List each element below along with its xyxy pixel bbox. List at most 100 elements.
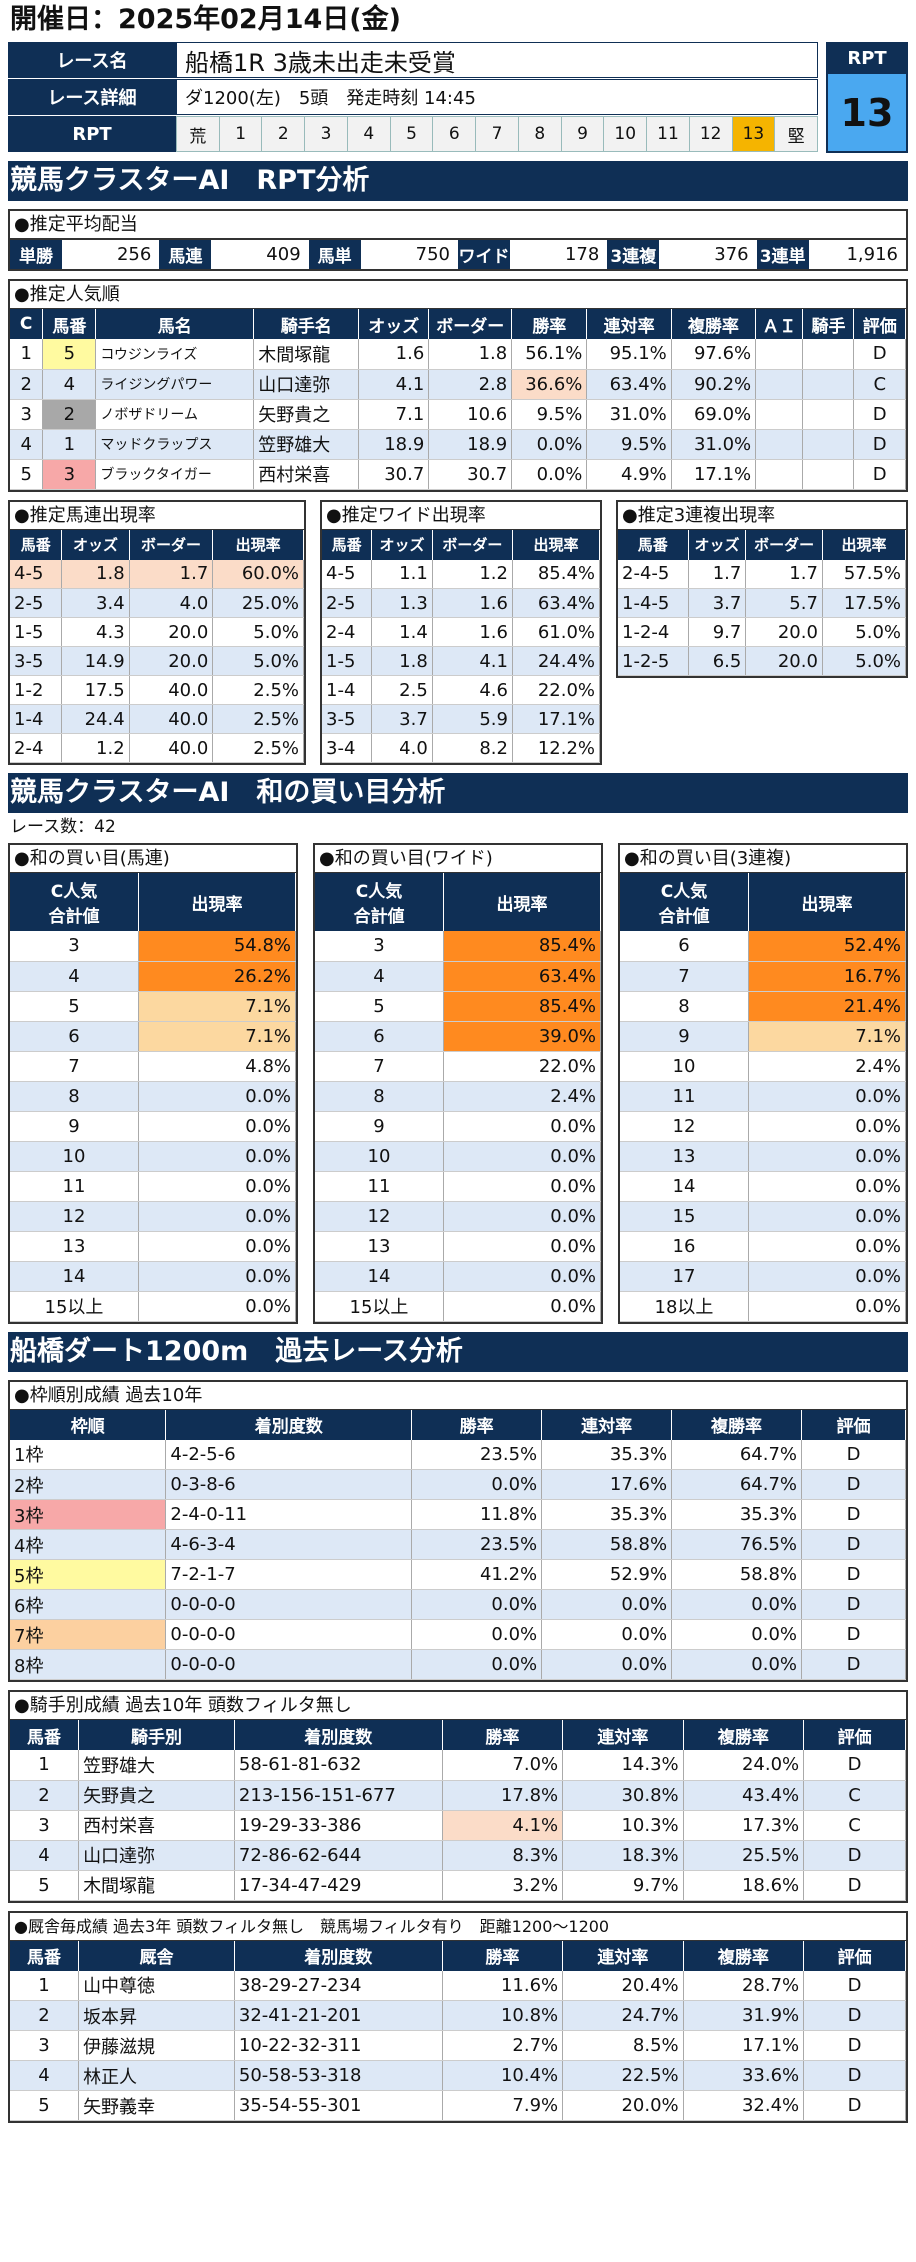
column-header: 馬番 — [10, 1720, 80, 1750]
table-header-row: C人気 合計値 出現率 — [620, 873, 907, 931]
sum-trio-table: C人気 合計値 出現率 6 52.4% 7 16.7% 8 21.4% 9 7.1% 10 2.4% 11… — [620, 873, 907, 1322]
column-header: 着別度数 — [165, 1409, 413, 1440]
table-cell: 3-5 — [10, 646, 63, 676]
trio-table: 馬番 オッズ ボーダー 出現率 2-4-5 1.7 1.7 57.5% 1-4-5 3.7 5.7 1… — [618, 529, 907, 676]
table-row: 4-5 1.8 1.7 60.0% — [10, 559, 304, 589]
column-header: 連対率 — [541, 1409, 673, 1440]
column-header: 連対率 — [562, 1720, 684, 1750]
table-cell: 20.0 — [745, 646, 823, 676]
payout-label: 馬単 — [308, 240, 361, 269]
table-cell: 26.2% — [138, 961, 297, 992]
table-cell: 14.9 — [61, 646, 130, 676]
table-cell: 1-5 — [322, 646, 373, 676]
table-row: 7 16.7% — [620, 961, 907, 992]
table-row: 18以上 0.0% — [620, 1291, 907, 1322]
table-header-row: 馬番 厩舎 着別度数 勝率 連対率 複勝率 評価 — [10, 1940, 906, 1971]
column-header: C — [10, 309, 44, 339]
sum-trio-box: ●和の買い目(3連複) C人気 合計値 出現率 6 52.4% 7 16.7% 8 21.4% 9… — [618, 843, 908, 1324]
table-cell: 14 — [620, 1171, 749, 1202]
table-cell: 7枠 — [10, 1619, 167, 1650]
table-cell: 10.3% — [562, 1810, 684, 1841]
race-date: 開催日：2025年02月14日(金) — [10, 4, 401, 35]
table-cell: 0.0% — [411, 1619, 543, 1650]
column-header: オッズ — [358, 309, 430, 339]
rpt-scale-cell: 12 — [689, 116, 733, 152]
table-cell: 23.5% — [411, 1439, 543, 1470]
table-row: 13 0.0% — [315, 1231, 602, 1262]
table-cell: 0.0% — [748, 1261, 907, 1292]
table-cell: 山口達弥 — [253, 369, 360, 400]
table-cell: 0-0-0-0 — [165, 1649, 413, 1680]
table-cell: 0.0% — [138, 1291, 297, 1322]
table-row: 9 0.0% — [315, 1111, 602, 1142]
sum-trio-title: ●和の買い目(3連複) — [620, 845, 906, 873]
table-cell: 85.4% — [443, 991, 602, 1022]
payout-label: 3連複 — [607, 240, 660, 269]
table-row: 1-4-5 3.7 5.7 17.5% — [618, 588, 907, 618]
payout-label: ワイド — [457, 240, 510, 269]
table-cell: 0.0% — [411, 1589, 543, 1620]
table-row: 8 2.4% — [315, 1081, 602, 1112]
table-row: 13 0.0% — [620, 1141, 907, 1172]
rpt-scale-cell: 13 — [732, 116, 776, 152]
column-header: 連対率 — [586, 309, 672, 339]
table-cell: 11.6% — [442, 1970, 564, 2001]
table-cell: 4 — [10, 2060, 80, 2091]
table-cell: 25.0% — [212, 588, 304, 618]
table-cell: 矢野貴之 — [253, 399, 360, 430]
table-cell: 0.0% — [541, 1649, 673, 1680]
table-cell: 3 — [42, 459, 97, 490]
table-cell: 11 — [620, 1081, 749, 1112]
table-cell: 4.3 — [61, 617, 130, 647]
rpt-scale-cell: 3 — [305, 116, 348, 152]
table-cell: 52.9% — [541, 1559, 673, 1590]
table-row: 14 0.0% — [10, 1261, 297, 1292]
table-cell: 木間塚龍 — [78, 1870, 235, 1901]
table-cell: 1.8 — [371, 646, 433, 676]
table-cell: 17.5 — [61, 675, 130, 705]
race-count: レース数：42 — [10, 817, 116, 837]
table-cell: 1枠 — [10, 1439, 167, 1470]
table-row: 1-4 2.5 4.6 22.0% — [322, 675, 601, 705]
table-cell: 24.4% — [512, 646, 601, 676]
table-cell: 7.1% — [748, 1021, 907, 1052]
table-cell: 50-58-53-318 — [234, 2060, 443, 2091]
table-row: 9 7.1% — [620, 1021, 907, 1052]
table-cell: 18以上 — [620, 1291, 749, 1322]
table-cell: 24.7% — [562, 2000, 684, 2031]
table-cell: 5 — [42, 339, 97, 370]
table-cell: 5 — [10, 1870, 80, 1901]
rpt-scale-cell: 7 — [476, 116, 519, 152]
table-cell: 28.7% — [683, 1970, 805, 2001]
table-cell: 30.7 — [428, 459, 513, 490]
table-cell: D — [803, 1750, 906, 1781]
trio-box: ●推定3連複出現率 馬番 オッズ ボーダー 出現率 2-4-5 1.7 1.7 57.5% 1-… — [616, 499, 908, 678]
table-cell: 5.0% — [822, 617, 907, 647]
table-cell: 2.4% — [748, 1051, 907, 1082]
table-cell: 64.7% — [671, 1469, 803, 1500]
table-row: 4枠 4-6-3-4 23.5% 58.8% 76.5% D — [10, 1529, 906, 1560]
table-cell: 笠野雄大 — [253, 429, 360, 460]
table-cell: 3 — [10, 1810, 80, 1841]
column-header: 着別度数 — [234, 1940, 443, 1971]
table-header-row: C人気 合計値 出現率 — [10, 873, 297, 931]
payout-title: ●推定平均配当 — [10, 211, 906, 239]
table-cell: 85.4% — [512, 559, 601, 589]
table-cell: 38-29-27-234 — [234, 1970, 443, 2001]
rpt-scale-right: 堅 — [775, 116, 819, 152]
sum-wide-table: C人気 合計値 出現率 3 85.4% 4 63.4% 5 85.4% 6 39.0% 7 22.0% 8… — [315, 873, 602, 1322]
column-header: 騎手 — [802, 309, 855, 339]
table-cell: 18.6% — [683, 1870, 805, 1901]
table-cell: 10.6 — [428, 399, 513, 430]
sum-wide-title: ●和の買い目(ワイド) — [315, 845, 601, 873]
table-cell: D — [803, 1870, 906, 1901]
table-cell: 4-6-3-4 — [165, 1529, 413, 1560]
table-cell: D — [801, 1649, 906, 1680]
table-cell: 20.4% — [562, 1970, 684, 2001]
column-header: 勝率 — [511, 309, 588, 339]
frame-table: 枠順 着別度数 勝率 連対率 複勝率 評価 1枠 4-2-5-6 23.5% 35.3% 64.7%… — [10, 1409, 906, 1680]
table-row: 6 39.0% — [315, 1021, 602, 1052]
table-row: 5 矢野義幸 35-54-55-301 7.9% 20.0% 32.4% D — [10, 2090, 906, 2121]
rpt-scale-cell: 2 — [262, 116, 306, 152]
table-row: 12 0.0% — [620, 1111, 907, 1142]
